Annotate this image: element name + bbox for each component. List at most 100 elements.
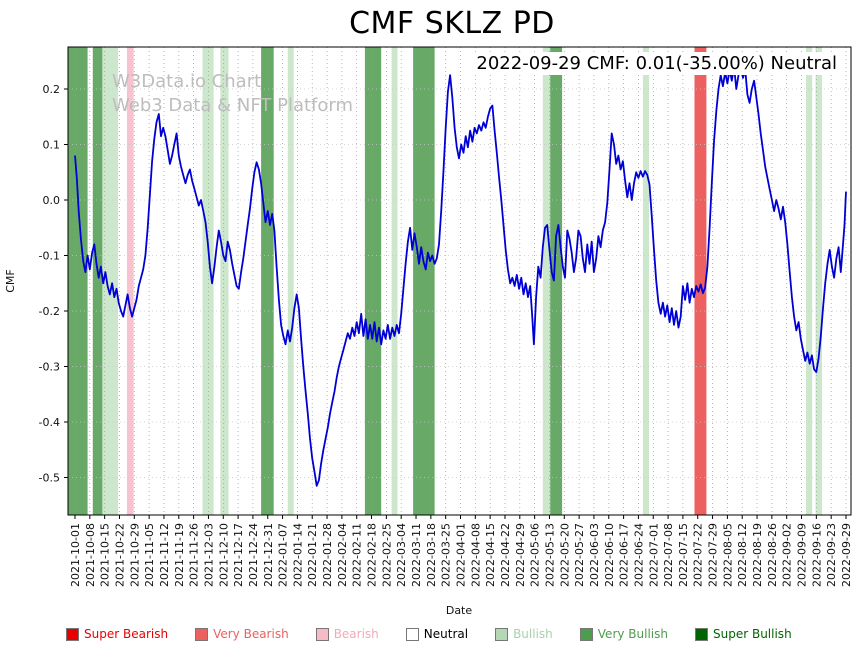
legend-swatch-super-bearish bbox=[66, 627, 79, 641]
x-tick-label: 2021-12-03 bbox=[202, 523, 215, 587]
x-tick-label: 2022-07-08 bbox=[662, 523, 675, 587]
x-axis-label: Date bbox=[446, 604, 473, 617]
y-tick-label: 0.1 bbox=[43, 139, 61, 152]
legend-label: Bearish bbox=[333, 627, 379, 641]
legend-swatch-very-bearish bbox=[195, 627, 209, 641]
legend-item-very-bullish: Very Bullish bbox=[579, 627, 668, 641]
x-tick-label: 2022-03-04 bbox=[395, 523, 408, 587]
x-tick-label: 2022-09-09 bbox=[796, 523, 809, 587]
band-very-bullish bbox=[68, 47, 88, 515]
x-tick-label: 2021-11-12 bbox=[158, 523, 171, 587]
x-tick-label: 2021-10-29 bbox=[128, 523, 141, 587]
band-bullish bbox=[102, 47, 118, 515]
x-tick-label: 2022-09-02 bbox=[781, 523, 794, 587]
legend-swatch-very-bullish bbox=[579, 627, 593, 641]
legend-swatch-neutral bbox=[405, 627, 419, 641]
x-tick-label: 2022-03-11 bbox=[410, 523, 423, 587]
x-tick-label: 2022-02-11 bbox=[351, 523, 364, 587]
x-tick-label: 2022-03-25 bbox=[440, 523, 453, 587]
x-tick-label: 2021-12-17 bbox=[232, 523, 245, 587]
x-tick-label: 2022-09-29 bbox=[840, 523, 853, 587]
x-tick-label: 2022-04-01 bbox=[455, 523, 468, 587]
x-tick-label: 2021-10-01 bbox=[69, 523, 82, 587]
page-title: CMF SKLZ PD bbox=[349, 6, 555, 41]
x-tick-label: 2022-09-23 bbox=[825, 523, 838, 587]
x-tick-label: 2022-02-25 bbox=[380, 523, 393, 587]
x-tick-label: 2022-05-20 bbox=[558, 523, 571, 587]
x-tick-label: 2022-04-29 bbox=[514, 523, 527, 587]
band-bearish bbox=[126, 47, 134, 515]
x-tick-label: 2022-02-18 bbox=[366, 523, 379, 587]
x-tick-label: 2022-08-05 bbox=[721, 523, 734, 587]
x-tick-label: 2022-01-21 bbox=[306, 523, 319, 587]
x-tick-label: 2022-04-08 bbox=[469, 523, 482, 587]
plot-border bbox=[67, 46, 852, 516]
legend-item-super-bearish: Super Bearish bbox=[66, 627, 168, 641]
x-tick-label: 2021-12-24 bbox=[247, 523, 260, 587]
x-tick-label: 2022-08-12 bbox=[736, 523, 749, 587]
legend: Super Bearish Very Bearish Bearish Neutral B… bbox=[66, 627, 792, 641]
x-tick-label: 2022-05-06 bbox=[529, 523, 542, 587]
y-tick-label: -0.3 bbox=[39, 361, 60, 374]
x-tick-label: 2022-02-04 bbox=[336, 523, 349, 587]
legend-label: Neutral bbox=[423, 627, 469, 641]
x-tick-label: 2022-08-26 bbox=[766, 523, 779, 587]
y-tick-label: -0.5 bbox=[39, 472, 60, 485]
cmf-line bbox=[74, 65, 847, 487]
legend-label: Very Bullish bbox=[597, 627, 668, 641]
legend-label: Super Bearish bbox=[84, 627, 169, 641]
y-tick-label: 0.2 bbox=[43, 83, 61, 96]
x-tick-label: 2022-04-22 bbox=[499, 523, 512, 587]
y-tick-label: -0.2 bbox=[39, 305, 60, 318]
band-very-bullish bbox=[413, 47, 435, 515]
x-tick-label: 2022-07-15 bbox=[677, 523, 690, 587]
y-tick-label: 0.0 bbox=[43, 194, 61, 207]
x-tick-label: 2021-10-15 bbox=[99, 523, 112, 587]
band-very-bearish bbox=[694, 47, 707, 515]
x-tick-label: 2022-07-01 bbox=[647, 523, 660, 587]
band-very-bullish bbox=[550, 47, 563, 515]
x-tick-label: 2021-10-22 bbox=[114, 523, 127, 587]
x-tick-label: 2022-09-16 bbox=[810, 523, 823, 587]
x-tick-label: 2021-10-08 bbox=[84, 523, 97, 587]
legend-swatch-bearish bbox=[315, 627, 329, 641]
x-tick-label: 2021-11-26 bbox=[188, 523, 201, 587]
x-tick-label: 2022-06-03 bbox=[588, 523, 601, 587]
x-tick-label: 2022-04-15 bbox=[484, 523, 497, 587]
x-tick-label: 2022-05-13 bbox=[544, 523, 557, 587]
x-tick-label: 2022-06-24 bbox=[632, 523, 645, 587]
band-bullish bbox=[806, 47, 813, 515]
x-tick-label: 2022-07-29 bbox=[707, 523, 720, 587]
band-very-bullish bbox=[364, 47, 382, 515]
legend-item-bearish: Bearish bbox=[315, 627, 379, 641]
x-tick-label: 2021-11-19 bbox=[173, 523, 186, 587]
x-tick-label: 2022-01-14 bbox=[291, 523, 304, 587]
legend-item-super-bullish: Super Bullish bbox=[695, 627, 792, 641]
x-tick-label: 2022-08-19 bbox=[751, 523, 764, 587]
legend-label: Very Bearish bbox=[213, 627, 289, 641]
x-tick-label: 2022-03-18 bbox=[425, 523, 438, 587]
legend-item-bullish: Bullish bbox=[495, 627, 553, 641]
y-tick-label: -0.4 bbox=[39, 416, 60, 429]
x-tick-label: 2021-12-31 bbox=[262, 523, 275, 587]
x-tick-label: 2022-01-28 bbox=[321, 523, 334, 587]
legend-label: Bullish bbox=[513, 627, 553, 641]
band-bullish bbox=[391, 47, 398, 515]
legend-item-very-bearish: Very Bearish bbox=[195, 627, 289, 641]
y-axis-label: CMF bbox=[4, 269, 17, 293]
legend-label: Super Bullish bbox=[713, 627, 792, 641]
legend-swatch-super-bullish bbox=[695, 627, 708, 641]
x-tick-label: 2022-07-22 bbox=[692, 523, 705, 587]
band-very-bullish bbox=[92, 47, 103, 515]
band-bullish bbox=[220, 47, 229, 515]
band-bullish bbox=[642, 47, 650, 515]
band-bullish bbox=[542, 47, 551, 515]
latest-value-annotation: 2022-09-29 CMF: 0.01(-35.00%) Neutral bbox=[472, 52, 841, 75]
y-tick-label: -0.1 bbox=[39, 250, 60, 263]
band-bullish bbox=[202, 47, 214, 515]
band-bullish bbox=[287, 47, 294, 515]
x-tick-label: 2021-11-05 bbox=[143, 523, 156, 587]
